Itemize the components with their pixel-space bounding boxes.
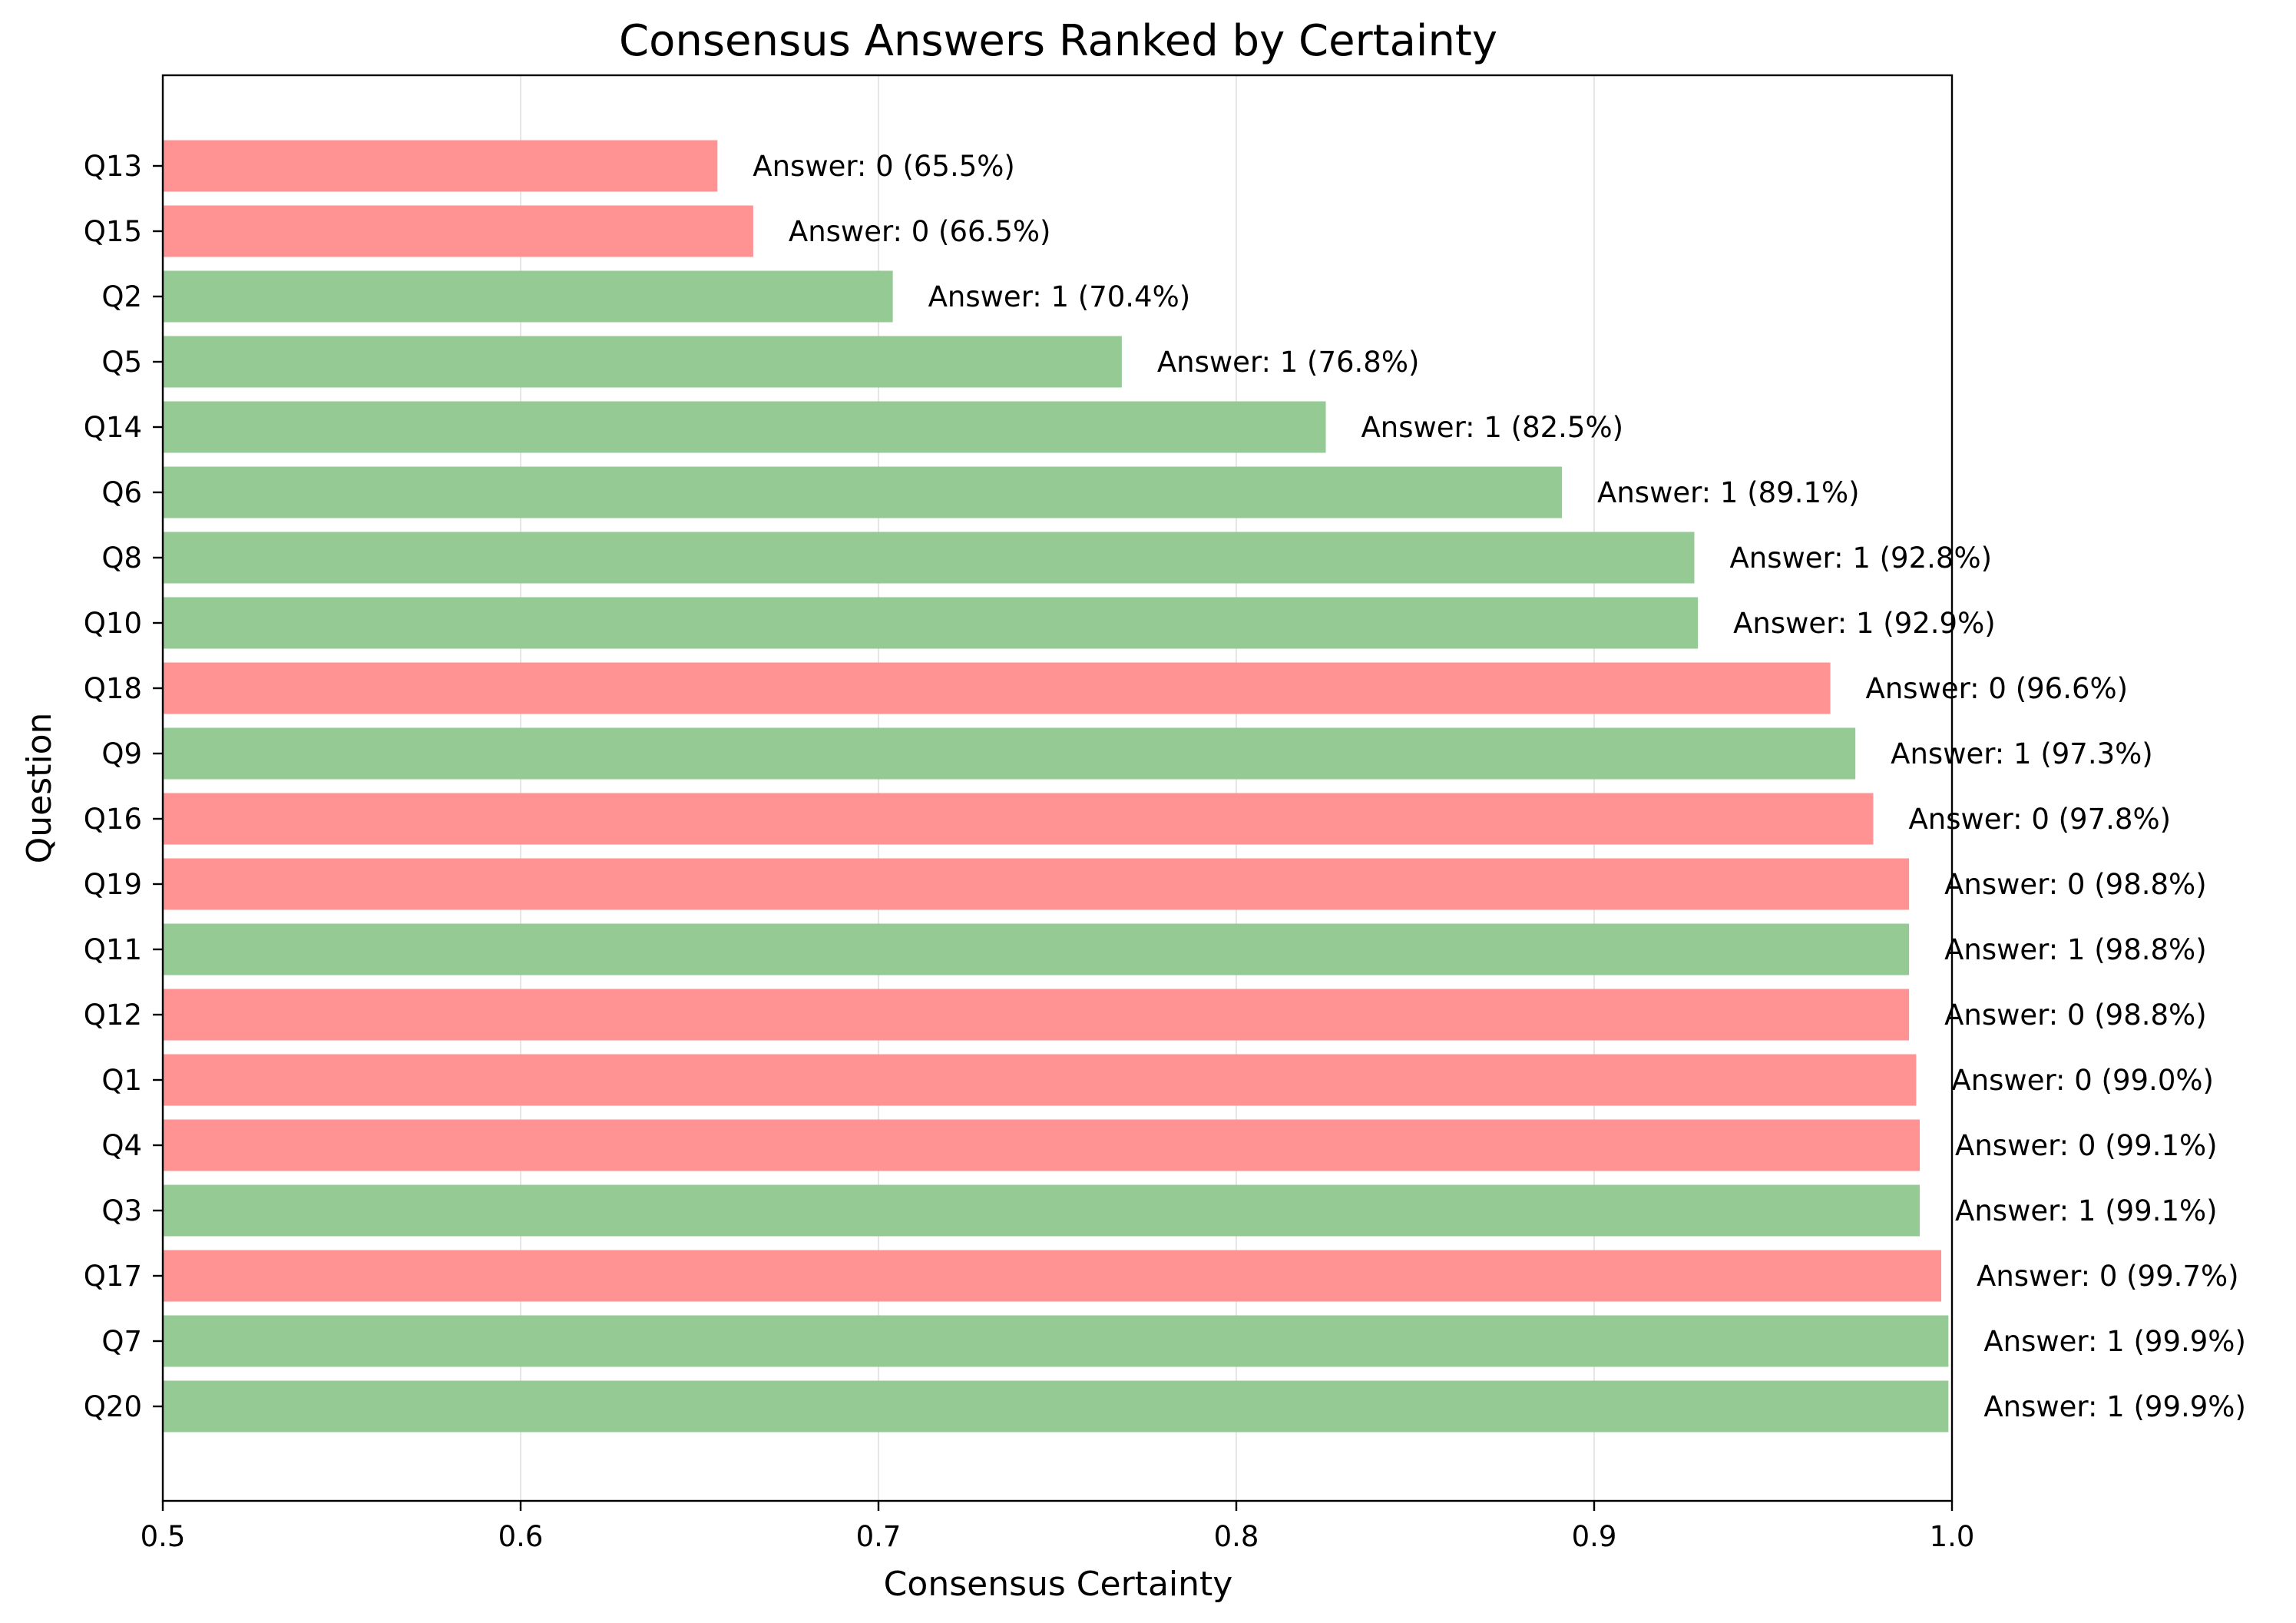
data-label-q17: Answer: 0 (99.7%): [1977, 1260, 2239, 1293]
y-tick-label-q3: Q3: [101, 1194, 142, 1227]
bar-q14: [163, 401, 1326, 453]
y-tick-label-q11: Q11: [84, 933, 142, 966]
data-label-q10: Answer: 1 (92.9%): [1733, 607, 1996, 640]
bar-q20: [163, 1380, 1949, 1433]
data-label-q20: Answer: 1 (99.9%): [1983, 1390, 2246, 1423]
bar-q1: [163, 1054, 1917, 1106]
y-tick-label-q18: Q18: [84, 672, 142, 705]
data-label-q7: Answer: 1 (99.9%): [1983, 1325, 2246, 1358]
x-tick-label: 0.9: [1572, 1520, 1617, 1553]
x-tick-label: 0.7: [856, 1520, 902, 1553]
plot-frame: [161, 74, 1954, 1502]
bar-q11: [163, 923, 1910, 975]
y-axis-label: Question: [20, 713, 59, 864]
bars: [163, 140, 1949, 1433]
bar-q8: [163, 532, 1695, 584]
data-label-q4: Answer: 0 (99.1%): [1955, 1129, 2218, 1162]
x-tick-label: 1.0: [1930, 1520, 1975, 1553]
y-tick-label-q1: Q1: [101, 1064, 142, 1097]
data-label-q11: Answer: 1 (98.8%): [1944, 933, 2207, 966]
y-axis-ticks: Q13 Q15 Q2 Q5 Q14 Q6 Q8 Q10 Q18 Q9 Q16 Q19 Q11 Q12 Q1 Q…: [84, 150, 163, 1423]
data-label-q14: Answer: 1 (82.5%): [1361, 411, 1624, 444]
bar-q7: [163, 1315, 1949, 1367]
bar-q12: [163, 989, 1910, 1041]
bar-q17: [163, 1250, 1942, 1302]
y-tick-label-q16: Q16: [84, 803, 142, 836]
bar-q3: [163, 1184, 1921, 1237]
y-tick-label-q4: Q4: [101, 1129, 142, 1162]
y-tick-label-q2: Q2: [101, 280, 142, 313]
bar-q10: [163, 597, 1699, 649]
x-axis-ticks: 0.5 0.6 0.7 0.8 0.9 1.0: [141, 1501, 1975, 1553]
x-tick-label: 0.5: [141, 1520, 186, 1553]
data-labels: Answer: 0 (65.5%) Answer: 0 (66.5%) Answer…: [753, 150, 2246, 1423]
data-label-q9: Answer: 1 (97.3%): [1891, 737, 2153, 770]
x-tick-label: 0.8: [1214, 1520, 1259, 1553]
data-label-q3: Answer: 1 (99.1%): [1955, 1194, 2218, 1227]
data-label-q5: Answer: 1 (76.8%): [1157, 346, 1420, 379]
bar-q5: [163, 336, 1122, 388]
data-label-q13: Answer: 0 (65.5%): [753, 150, 1015, 183]
x-axis-label: Consensus Certainty: [884, 1565, 1233, 1604]
bar-q13: [163, 140, 718, 192]
bar-q15: [163, 205, 753, 257]
y-tick-label-q20: Q20: [84, 1390, 142, 1423]
data-label-q8: Answer: 1 (92.8%): [1729, 542, 1992, 575]
y-tick-label-q17: Q17: [84, 1260, 142, 1293]
bar-q2: [163, 270, 893, 323]
y-tick-label-q5: Q5: [101, 346, 142, 379]
y-tick-label-q15: Q15: [84, 215, 142, 248]
data-label-q6: Answer: 1 (89.1%): [1597, 476, 1860, 509]
bar-q18: [163, 662, 1831, 714]
data-label-q19: Answer: 0 (98.8%): [1944, 868, 2207, 901]
y-tick-label-q10: Q10: [84, 607, 142, 640]
bar-q6: [163, 466, 1563, 518]
data-label-q12: Answer: 0 (98.8%): [1944, 999, 2207, 1032]
y-tick-label-q12: Q12: [84, 999, 142, 1032]
bar-q19: [163, 858, 1910, 910]
data-label-q2: Answer: 1 (70.4%): [928, 280, 1191, 313]
bar-q4: [163, 1119, 1921, 1171]
chart-title: Consensus Answers Ranked by Certainty: [619, 16, 1497, 66]
data-label-q1: Answer: 0 (99.0%): [1951, 1064, 2214, 1097]
y-tick-label-q8: Q8: [101, 542, 142, 575]
y-tick-label-q19: Q19: [84, 868, 142, 901]
x-tick-label: 0.6: [498, 1520, 544, 1553]
y-tick-label-q14: Q14: [84, 411, 142, 444]
y-tick-label-q13: Q13: [84, 150, 142, 183]
y-tick-label-q9: Q9: [101, 737, 142, 770]
y-tick-label-q6: Q6: [101, 476, 142, 509]
data-label-q15: Answer: 0 (66.5%): [789, 215, 1051, 248]
bar-q9: [163, 727, 1856, 780]
y-tick-label-q7: Q7: [101, 1325, 142, 1358]
data-label-q16: Answer: 0 (97.8%): [1908, 803, 2171, 836]
bar-q16: [163, 793, 1874, 845]
data-label-q18: Answer: 0 (96.6%): [1866, 672, 2129, 705]
